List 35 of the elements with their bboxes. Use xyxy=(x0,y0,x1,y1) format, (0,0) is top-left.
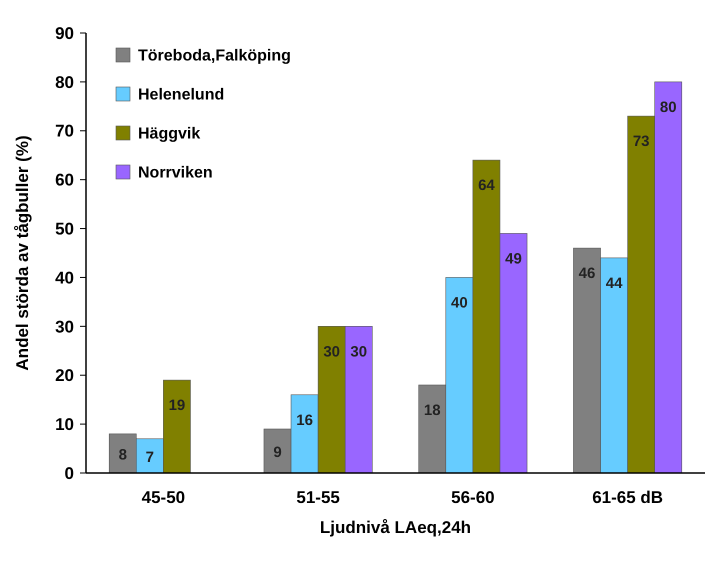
x-axis-title: Ljudnivå LAeq,24h xyxy=(320,518,472,537)
y-axis-title: Andel störda av tågbuller (%) xyxy=(13,135,32,371)
y-tick-label: 90 xyxy=(55,24,74,43)
data-label: 49 xyxy=(505,250,522,268)
y-tick-label: 60 xyxy=(55,170,74,190)
data-label: 30 xyxy=(350,343,368,360)
legend-label: Häggvik xyxy=(138,126,200,143)
y-tick-label: 50 xyxy=(55,220,74,239)
y-tick-label: 80 xyxy=(55,72,74,92)
x-tick-label: 56-60 xyxy=(451,488,495,507)
data-label: 73 xyxy=(632,133,650,150)
y-tick-label: 40 xyxy=(55,268,74,288)
data-label: 7 xyxy=(146,448,154,466)
data-label: 18 xyxy=(424,402,441,419)
y-tick-label: 0 xyxy=(64,464,74,483)
data-label: 19 xyxy=(168,397,186,414)
data-label: 8 xyxy=(118,446,127,464)
y-tick-label: 10 xyxy=(55,415,74,434)
x-tick-label: 45-50 xyxy=(142,488,186,507)
legend-label: Helenelund xyxy=(138,86,224,104)
x-tick-label: 51-55 xyxy=(296,488,340,507)
legend-label: Norrviken xyxy=(138,164,213,182)
data-label: 40 xyxy=(450,294,468,312)
data-label: 16 xyxy=(296,412,313,429)
data-label: 46 xyxy=(578,265,596,282)
legend-label: Töreboda,Falköping xyxy=(138,48,291,65)
data-label: 9 xyxy=(273,444,282,461)
x-tick-label: 61-65 dB xyxy=(592,488,664,507)
y-tick-label: 20 xyxy=(55,366,74,386)
data-label: 64 xyxy=(478,177,496,194)
data-label: 44 xyxy=(606,274,624,292)
data-label: 80 xyxy=(660,98,677,116)
data-label: 30 xyxy=(323,343,340,360)
y-tick-label: 70 xyxy=(55,122,74,141)
y-tick-label: 30 xyxy=(55,317,74,336)
